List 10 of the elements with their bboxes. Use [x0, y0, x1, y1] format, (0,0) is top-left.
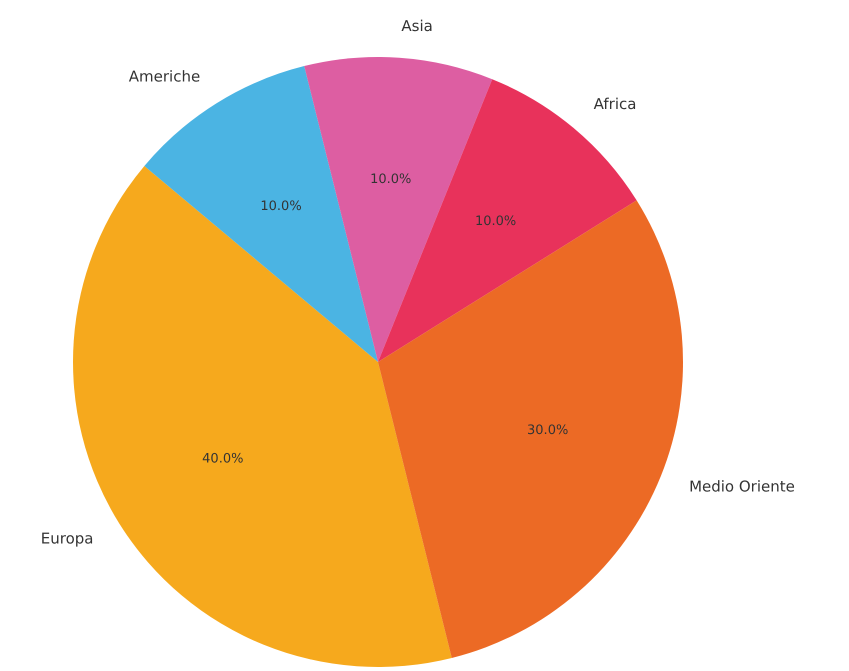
data-label: 10.0%	[260, 199, 302, 214]
slice-label: Africa	[594, 94, 636, 113]
slice-label: Asia	[401, 17, 433, 36]
data-label: 40.0%	[202, 451, 244, 466]
slice-label: Europa	[40, 530, 94, 548]
data-label: 30.0%	[527, 422, 568, 438]
slice-label: Americhe	[128, 67, 200, 86]
slice-label: Medio Oriente	[689, 478, 795, 496]
data-label: 10.0%	[474, 214, 516, 230]
data-label: 10.0%	[370, 172, 412, 187]
